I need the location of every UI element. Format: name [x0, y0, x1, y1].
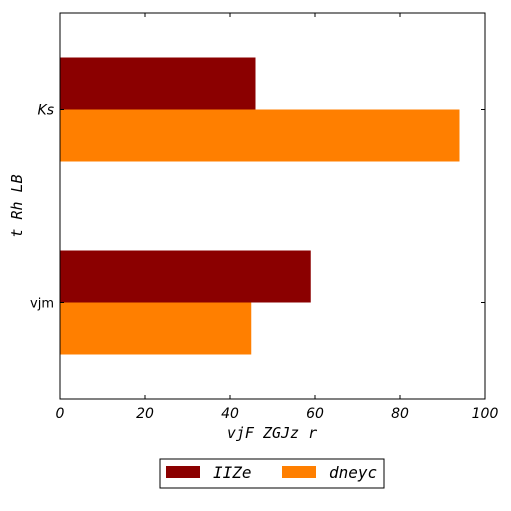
y-tick-label: vjm [30, 297, 54, 312]
legend-label-IIZe: IIZe [213, 463, 252, 482]
plot-frame [59, 12, 486, 400]
x-tick-label: 80 [391, 406, 409, 422]
bar-dneyc-Ks [60, 109, 460, 162]
y-axis-label: t Rh LB [8, 174, 26, 237]
x-tick-label: 20 [136, 406, 154, 422]
bar-dneyc-vjm [60, 302, 252, 355]
legend: IIZe dneyc [159, 458, 385, 489]
ticks-group: vjm Ks 0 20 40 60 80 100 [30, 13, 498, 422]
bars-group [60, 57, 460, 355]
x-axis-label: vjF ZGJz r [227, 424, 317, 442]
x-tick-label: 0 [56, 406, 65, 422]
bar-IIZe-Ks [60, 57, 256, 110]
legend-swatch-dneyc [282, 466, 316, 478]
legend-swatch-IIZe [166, 466, 200, 478]
x-tick-label: 60 [306, 406, 324, 422]
x-tick-label: 40 [221, 406, 239, 422]
x-tick-label: 100 [472, 406, 499, 422]
legend-label-dneyc: dneyc [329, 463, 377, 482]
y-tick-label: Ks [38, 103, 54, 119]
bar-IIZe-vjm [60, 250, 311, 303]
